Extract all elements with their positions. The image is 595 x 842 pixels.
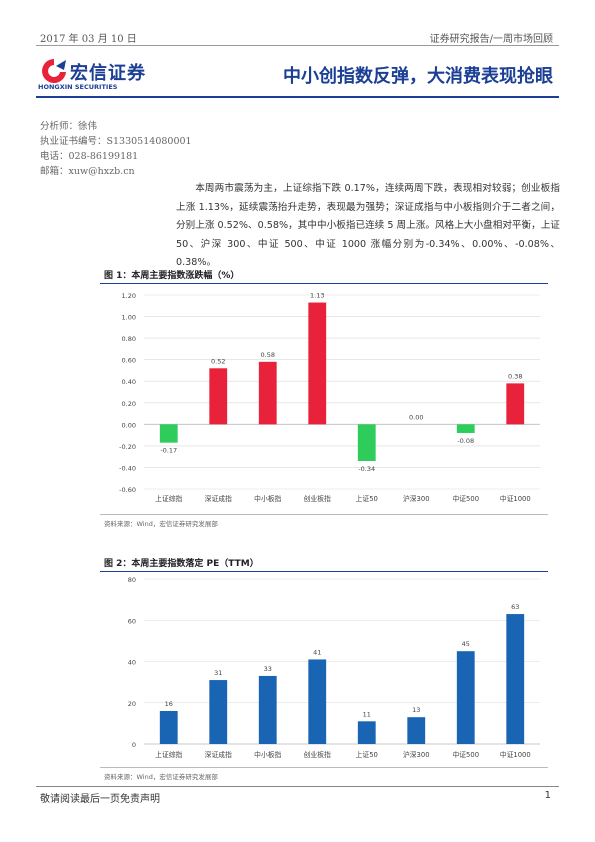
title-divider (36, 96, 559, 98)
bar (209, 368, 228, 425)
figure-1-title: 图 1：本周主要指数涨跌幅（%） (104, 271, 240, 281)
figure-2-bottom-rule (100, 767, 548, 768)
bar (407, 717, 426, 744)
y-tick-label: 1.20 (122, 292, 136, 300)
data-label: 0.38 (508, 372, 522, 380)
y-tick-label: 1.00 (122, 314, 136, 322)
phone-number: 电话：028-86199181 (40, 151, 139, 162)
y-tick-label: 0.00 (122, 421, 136, 429)
figure-2-title: 图 2：本周主要指数落定 PE（TTM） (104, 559, 259, 569)
figure-1-top-rule (100, 283, 548, 284)
data-label: 63 (511, 603, 519, 611)
category-label: 上证50 (356, 494, 378, 503)
y-tick-label: -0.40 (119, 464, 136, 472)
bar (506, 383, 525, 425)
category-label: 上证50 (356, 750, 378, 759)
figure-1-bottom-rule (100, 514, 548, 515)
data-label: 31 (214, 669, 222, 677)
category-label: 创业板指 (304, 494, 331, 503)
header-divider (36, 45, 559, 46)
bar (506, 614, 525, 744)
data-label: 41 (313, 648, 321, 656)
category-label: 创业板指 (304, 750, 331, 759)
category-label: 上证综指 (155, 750, 182, 759)
y-tick-label: 80 (128, 576, 136, 584)
category-label: 深证成指 (205, 750, 232, 759)
analyst-name: 分析师：徐伟 (40, 121, 98, 132)
bar (258, 361, 277, 425)
bar (308, 659, 327, 744)
bar (357, 424, 376, 461)
summary-text: 本周两市震荡为主，上证综指下跌 0.17%，连续两周下跌，表现相对较弱；创业板指… (176, 183, 560, 268)
bar (357, 721, 376, 744)
report-date: 2017 年 03 月 10 日 (40, 34, 137, 45)
page-title: 中小创指数反弹，大消费表现抢眼 (283, 66, 553, 87)
y-tick-label: -0.60 (119, 486, 136, 494)
data-label: 0.52 (211, 357, 225, 365)
figure-2-chart: 80 60 40 20 0 16 上证综指 31 深证成指 33 中小板指 41 创业板指 11 上证50 1… (128, 576, 540, 759)
figure-1-source: 资料来源：Wind，宏信证券研究发展部 (104, 520, 218, 528)
category-label: 中证1000 (500, 750, 531, 759)
company-logo-icon (42, 59, 66, 83)
page-number: 1 (544, 790, 551, 801)
category-label: 上证综指 (155, 494, 182, 503)
data-label: 0.00 (409, 413, 423, 421)
bar (258, 675, 277, 744)
figure-2-source: 资料来源：Wind，宏信证券研究发展部 (104, 773, 218, 781)
category-label: 沪深300 (403, 494, 430, 503)
company-logo-text: 宏信证券 (70, 63, 146, 84)
category-label: 中证1000 (500, 494, 531, 503)
y-tick-label: 0.20 (122, 400, 136, 408)
figure-2-top-rule (100, 571, 548, 572)
footer-disclaimer: 敬请阅读最后一页免责声明 (40, 794, 160, 805)
category-label: 深证成指 (205, 494, 232, 503)
company-logo-english: HONGXIN SECURITIES (38, 83, 118, 91)
data-label: 13 (412, 706, 420, 714)
y-tick-label: 40 (128, 659, 136, 667)
data-label: 33 (264, 665, 272, 673)
data-label: 1.13 (310, 292, 324, 300)
y-tick-label: 0.80 (122, 335, 136, 343)
summary-paragraph: 本周两市震荡为主，上证综指下跌 0.17%，连续两周下跌，表现相对较弱；创业板指… (176, 180, 560, 273)
footer-divider (36, 786, 559, 787)
email-address: 邮箱：xuw@hxzb.cn (40, 166, 135, 177)
data-label: 11 (363, 710, 371, 718)
bar (209, 680, 228, 744)
data-label: -0.17 (160, 447, 177, 455)
license-number: 执业证书编号：S1330514080001 (40, 136, 192, 147)
bar (159, 424, 178, 443)
category-label: 中小板指 (254, 494, 281, 503)
data-label: 16 (165, 700, 173, 708)
category-label: 中小板指 (254, 750, 281, 759)
data-label: 0.58 (261, 351, 275, 359)
data-label: -0.34 (358, 465, 375, 473)
category-label: 中证500 (452, 750, 479, 759)
y-tick-label: 60 (128, 617, 136, 625)
data-label: 45 (462, 640, 470, 648)
figure-1-chart: 1.20 1.00 0.80 0.60 0.40 0.20 0.00 -0.20 -0.40 -0… (119, 292, 540, 503)
y-tick-label: 0.60 (122, 357, 136, 365)
bar (456, 424, 475, 433)
y-tick-label: -0.20 (119, 443, 136, 451)
data-label: -0.08 (457, 437, 474, 445)
category-label: 沪深300 (403, 750, 430, 759)
bar (456, 651, 475, 744)
report-type: 证券研究报告/一周市场回顾 (429, 34, 553, 45)
category-label: 中证500 (452, 494, 479, 503)
y-tick-label: 0 (132, 741, 136, 749)
y-tick-label: 0.40 (122, 378, 136, 386)
bar (159, 711, 178, 744)
bar (308, 302, 327, 425)
y-tick-label: 20 (128, 700, 136, 708)
